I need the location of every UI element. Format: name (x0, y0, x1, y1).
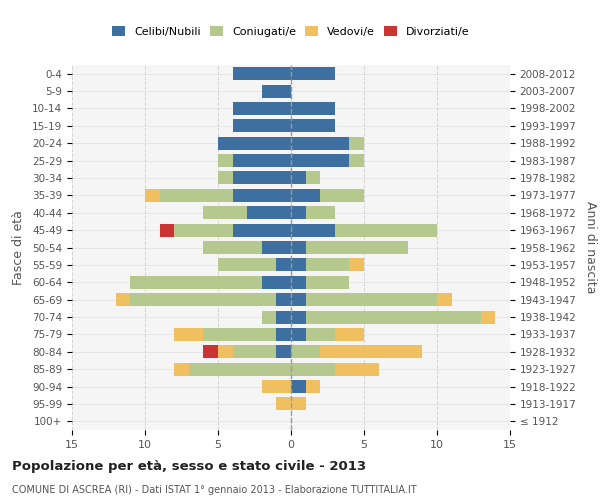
Bar (291, 189, 320, 202)
Bar (233, 189, 291, 202)
Bar (262, 380, 291, 393)
Bar (233, 67, 291, 80)
Bar (291, 172, 305, 184)
Bar (160, 224, 174, 236)
Bar (145, 189, 160, 202)
Bar (349, 258, 364, 272)
Bar (305, 258, 349, 272)
Bar (335, 224, 437, 236)
Bar (291, 102, 335, 115)
Bar (233, 172, 291, 184)
Bar (335, 328, 364, 341)
Bar (262, 84, 291, 98)
Bar (291, 206, 305, 220)
Bar (291, 398, 305, 410)
Bar (291, 154, 349, 167)
Bar (130, 293, 277, 306)
Bar (218, 172, 233, 184)
Bar (291, 120, 335, 132)
Bar (277, 293, 291, 306)
Bar (335, 362, 379, 376)
Bar (189, 362, 291, 376)
Bar (233, 102, 291, 115)
Bar (277, 346, 291, 358)
Bar (203, 328, 277, 341)
Bar (291, 241, 305, 254)
Bar (305, 310, 481, 324)
Bar (203, 346, 218, 358)
Bar (305, 276, 349, 289)
Bar (277, 328, 291, 341)
Bar (247, 206, 291, 220)
Text: Popolazione per età, sesso e stato civile - 2013: Popolazione per età, sesso e stato civil… (12, 460, 366, 473)
Bar (218, 154, 233, 167)
Bar (305, 328, 335, 341)
Bar (481, 310, 496, 324)
Bar (218, 258, 277, 272)
Bar (291, 328, 305, 341)
Bar (160, 189, 233, 202)
Bar (233, 154, 291, 167)
Bar (291, 310, 305, 324)
Bar (277, 398, 291, 410)
Bar (116, 293, 130, 306)
Bar (233, 120, 291, 132)
Bar (174, 328, 203, 341)
Bar (233, 224, 291, 236)
Bar (262, 241, 291, 254)
Bar (305, 380, 320, 393)
Bar (305, 241, 408, 254)
Bar (277, 258, 291, 272)
Bar (291, 258, 305, 272)
Bar (174, 224, 233, 236)
Bar (233, 346, 277, 358)
Bar (203, 206, 247, 220)
Bar (218, 136, 291, 149)
Bar (349, 154, 364, 167)
Bar (203, 241, 262, 254)
Bar (262, 276, 291, 289)
Bar (277, 310, 291, 324)
Bar (320, 189, 364, 202)
Bar (291, 136, 349, 149)
Legend: Celibi/Nubili, Coniugati/e, Vedovi/e, Divorziati/e: Celibi/Nubili, Coniugati/e, Vedovi/e, Di… (109, 23, 473, 40)
Bar (305, 293, 437, 306)
Bar (291, 293, 305, 306)
Bar (349, 136, 364, 149)
Y-axis label: Anni di nascita: Anni di nascita (584, 201, 598, 294)
Y-axis label: Fasce di età: Fasce di età (12, 210, 25, 285)
Bar (291, 380, 305, 393)
Bar (262, 310, 277, 324)
Bar (291, 67, 335, 80)
Bar (291, 362, 335, 376)
Bar (291, 276, 305, 289)
Bar (218, 346, 233, 358)
Bar (305, 206, 335, 220)
Bar (320, 346, 422, 358)
Bar (437, 293, 452, 306)
Bar (291, 346, 320, 358)
Bar (291, 224, 335, 236)
Text: COMUNE DI ASCREA (RI) - Dati ISTAT 1° gennaio 2013 - Elaborazione TUTTITALIA.IT: COMUNE DI ASCREA (RI) - Dati ISTAT 1° ge… (12, 485, 416, 495)
Bar (130, 276, 262, 289)
Bar (174, 362, 189, 376)
Bar (305, 172, 320, 184)
